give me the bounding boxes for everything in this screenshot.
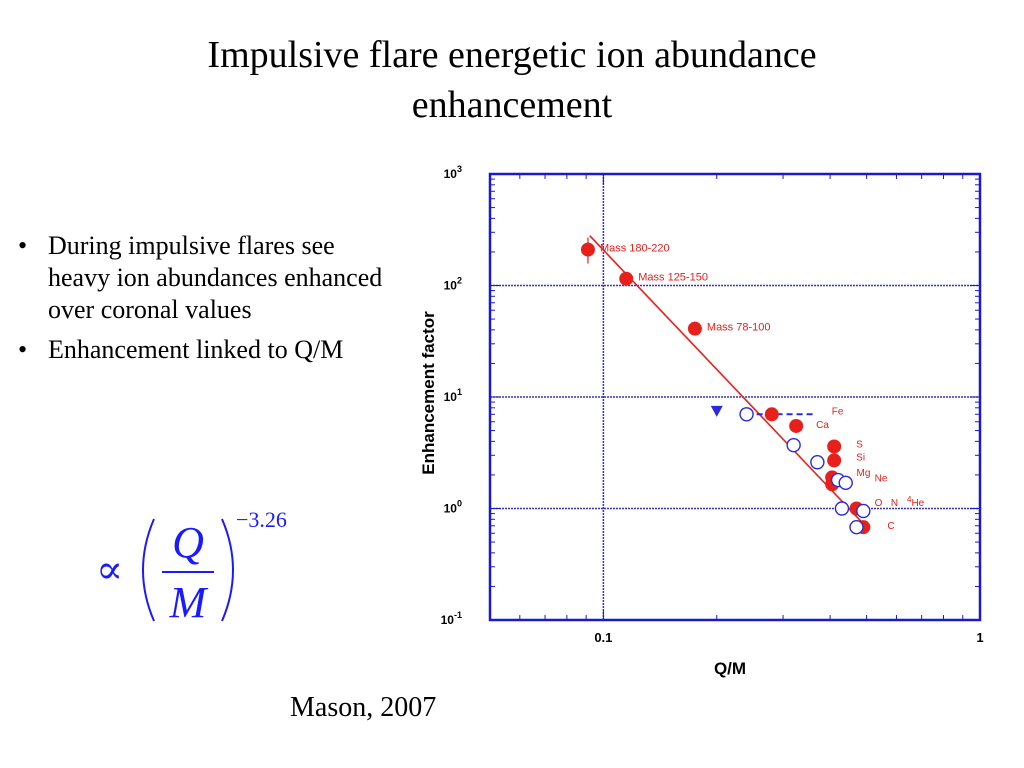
filled-circle-point [580, 242, 595, 257]
point-label: Si [856, 452, 865, 463]
y-tick-label: 10-1 [441, 610, 462, 627]
enhancement-chart: 10-1 100 101 102 103 0.1 1 Mass 180-220 Mass 12… [419, 164, 984, 678]
filled-circle-point [789, 418, 804, 433]
element-annotation: N [891, 498, 898, 509]
x-axis-label: Q/M [714, 659, 746, 678]
point-label: Fe [832, 406, 844, 417]
formula-exponent: −3.26 [236, 507, 287, 532]
point-label: S [856, 439, 863, 450]
filled-circle-point [827, 439, 842, 454]
point-label: Mass 78-100 [707, 322, 771, 334]
bullet-list: During impulsive flares see heavy ion ab… [14, 230, 384, 374]
right-paren [221, 518, 234, 622]
open-circle-point [786, 437, 801, 453]
open-circle-point [849, 519, 864, 535]
y-tick-label: 103 [444, 164, 462, 181]
filled-circle-point [764, 407, 779, 422]
x-tick-label: 0.1 [594, 630, 612, 645]
element-annotation: Mg [857, 468, 871, 479]
open-circle-point [834, 501, 850, 516]
bullet-item: Enhancement linked to Q/M [14, 334, 384, 366]
fit-line [589, 235, 868, 528]
grid-layer [490, 174, 980, 620]
left-paren [142, 518, 155, 622]
y-axis-label: Enhancement factor [419, 311, 438, 475]
source-citation: Mason, 2007 [290, 692, 437, 723]
point-label: C [887, 521, 894, 532]
point-label: Mass 180-220 [600, 243, 670, 255]
slide-title-line1: Impulsive flare energetic ion abundance [207, 34, 817, 76]
filled-circle-point [687, 321, 702, 336]
point-label: Mass 125-150 [638, 272, 708, 284]
slide-title-line2: enhancement [411, 84, 613, 126]
slide-title: Impulsive flare energetic ion abundance … [0, 30, 1024, 130]
filled-circle-point [619, 271, 634, 286]
tick-layer: 10-1 100 101 102 103 0.1 1 [441, 164, 984, 645]
filled-circle-point [827, 453, 842, 468]
y-tick-label: 101 [444, 387, 462, 404]
bullet-item: During impulsive flares see heavy ion ab… [14, 230, 384, 326]
formula-denominator: M [169, 578, 209, 627]
power-law-formula: ∝ Q M −3.26 [96, 507, 287, 627]
y-tick-label: 102 [444, 276, 462, 293]
y-tick-label: 100 [444, 499, 462, 516]
open-circle-point [838, 475, 853, 491]
x-tick-label: 1 [976, 630, 983, 645]
element-annotation: O [875, 498, 883, 509]
open-circle-point [856, 503, 871, 519]
point-label: Ca [816, 420, 829, 431]
open-circle-point [739, 407, 754, 422]
triangle-point [710, 405, 723, 417]
marker-layer [580, 242, 871, 535]
open-circle-point [810, 455, 825, 470]
proportional-symbol: ∝ [96, 547, 123, 593]
element-annotation: 4He [907, 495, 925, 509]
element-annotation: Ne [875, 473, 888, 484]
formula-numerator: Q [172, 518, 204, 567]
